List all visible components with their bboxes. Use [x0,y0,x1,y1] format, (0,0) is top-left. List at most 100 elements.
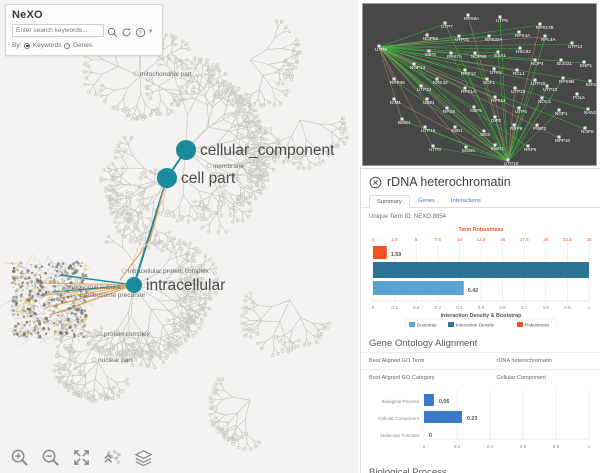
zoom-in-icon[interactable] [10,448,29,467]
svg-text:EMG1: EMG1 [491,146,504,151]
svg-text:0: 0 [429,433,432,439]
svg-text:RPS17B: RPS17B [536,25,554,30]
fit-screen-icon[interactable] [72,448,91,467]
svg-text:KRE33: KRE33 [433,80,448,85]
svg-text:7.5: 7.5 [435,237,442,242]
svg-text:0.2: 0.2 [454,444,461,449]
zoom-out-icon[interactable] [41,448,60,467]
svg-text:BMS1: BMS1 [398,120,411,125]
svg-text:0.8: 0.8 [553,444,560,449]
close-circle-icon[interactable] [369,176,382,189]
tab-genes[interactable]: Genes [417,198,435,204]
svg-text:UTP18: UTP18 [511,89,526,94]
radio-option-genes[interactable]: Genes [64,42,92,49]
search-by-row: By: Keywords Genes [12,42,156,49]
svg-text:POL5: POL5 [573,95,585,100]
svg-text:0.4: 0.4 [456,305,463,310]
refresh-icon[interactable] [121,25,132,37]
svg-text:UTP8: UTP8 [429,147,441,152]
svg-text:10: 10 [457,237,463,242]
svg-text:RCL1: RCL1 [513,71,525,76]
radio-keywords-label: Keywords [32,42,62,49]
term-detail-panel[interactable]: rDNA heterochromatin Summary Genes Inter… [360,168,600,473]
search-input[interactable] [12,24,104,37]
svg-text:Bootstrap: Bootstrap [417,323,437,327]
detail-tabs[interactable]: Summary Genes Interactions [361,192,600,208]
svg-text:NOP4: NOP4 [531,61,544,66]
panel-header: rDNA heterochromatin [361,169,600,192]
svg-text:5: 5 [415,237,418,242]
layers-icon[interactable] [134,448,153,467]
svg-text:0: 0 [372,305,375,310]
svg-text:0.23: 0.23 [467,416,478,422]
svg-text:RRP5: RRP5 [524,147,537,152]
svg-text:SSA1: SSA1 [494,53,506,58]
radio-option-keywords[interactable]: Keywords [24,42,61,49]
svg-text:PWP2: PWP2 [533,126,546,131]
help-icon[interactable]: ? [135,25,146,38]
svg-text:0: 0 [372,237,375,242]
search-icon[interactable] [107,25,118,37]
svg-text:UTP10: UTP10 [504,161,519,166]
svg-text:2.5: 2.5 [391,237,398,242]
ontology-graph-canvas[interactable]: cellular_component cell part intracellular… [0,0,358,473]
svg-text:Interaction Density & Bootstra: Interaction Density & Bootstrap [441,313,523,319]
svg-text:SIK5: SIK5 [480,132,490,137]
chevron-down-icon[interactable]: ▾ [149,27,153,35]
search-panel[interactable]: NeXO ? ▾ By: Keywords [5,4,163,56]
svg-text:0.3: 0.3 [435,305,442,310]
svg-text:Molecular Function: Molecular Function [380,433,419,438]
svg-text:0.6: 0.6 [520,444,527,449]
svg-text:20: 20 [543,237,549,242]
highlighted-nodes[interactable] [126,140,196,293]
go-category-value: Cellular Component [488,369,600,386]
search-row: ? ▾ [12,24,156,38]
svg-text:RPS7A: RPS7A [447,54,463,59]
svg-text:UTP9: UTP9 [375,47,387,52]
svg-text:KRI1: KRI1 [586,82,597,87]
radio-genes-icon[interactable] [64,42,71,49]
svg-text:Biological Process: Biological Process [381,399,419,404]
svg-text:intracellular: intracellular [146,277,225,294]
svg-text:25: 25 [586,237,592,242]
graph-small-labels: mitochondrial part membrane protein comple… [63,71,244,364]
svg-text:RRP45: RRP45 [390,80,405,85]
svg-text:RRP12: RRP12 [461,71,476,76]
svg-text:MPP10: MPP10 [555,138,571,143]
svg-text:UTP22: UTP22 [417,87,432,92]
gene-network-nodes[interactable] [377,13,592,162]
svg-text:0.06: 0.06 [439,399,450,405]
tab-interactions[interactable]: Interactions [450,198,481,204]
svg-text:Term Robustness: Term Robustness [458,227,503,233]
svg-text:RRP9: RRP9 [510,126,523,131]
svg-text:RPL4A: RPL4A [541,37,556,42]
svg-text:NOP56: NOP56 [423,36,439,41]
svg-text:IMP3: IMP3 [425,52,436,57]
go-category-alignment-chart: 0 0.2 0.4 0.6 0.8 1 Biological Process 0.06 Cell… [378,390,591,449]
collapse-icon[interactable] [103,448,122,467]
radio-keywords-icon[interactable] [24,42,31,49]
tab-summary[interactable]: Summary [369,195,410,208]
by-label: By: [12,42,22,49]
svg-text:0.7: 0.7 [521,305,528,310]
svg-text:NOP58: NOP58 [471,54,487,59]
svg-text:NAN1: NAN1 [584,110,597,115]
svg-text:0.8: 0.8 [543,305,550,310]
gene-network-svg[interactable]: RPS8A UTP6 UTP7 RPS17B NOP56 UTP21 RPS22A RPS4A… [363,4,597,166]
svg-text:nuclear part: nuclear part [98,357,133,364]
svg-text:RPS9B: RPS9B [559,79,574,84]
svg-text:0.2: 0.2 [413,305,420,310]
svg-text:NOP14: NOP14 [410,65,426,70]
svg-text:RPS1A: RPS1A [461,89,477,94]
unique-term-id: Unique Term ID: NEXO:8854 [369,214,446,220]
svg-text:?: ? [139,31,142,37]
svg-text:0.42: 0.42 [468,288,479,294]
dense-gene-cluster[interactable] [0,254,99,347]
graph-toolbar[interactable] [0,441,358,473]
go-alignment-title: Gene Ontology Alignment [369,338,478,349]
go-alignment-table: Best Aligned GO Term rDNA heterochromati… [361,352,600,386]
gene-interaction-network[interactable]: RPS8A UTP6 UTP7 RPS17B NOP56 UTP21 RPS22A RPS4A… [362,3,597,166]
biological-process-title: Biological Process [369,467,447,473]
